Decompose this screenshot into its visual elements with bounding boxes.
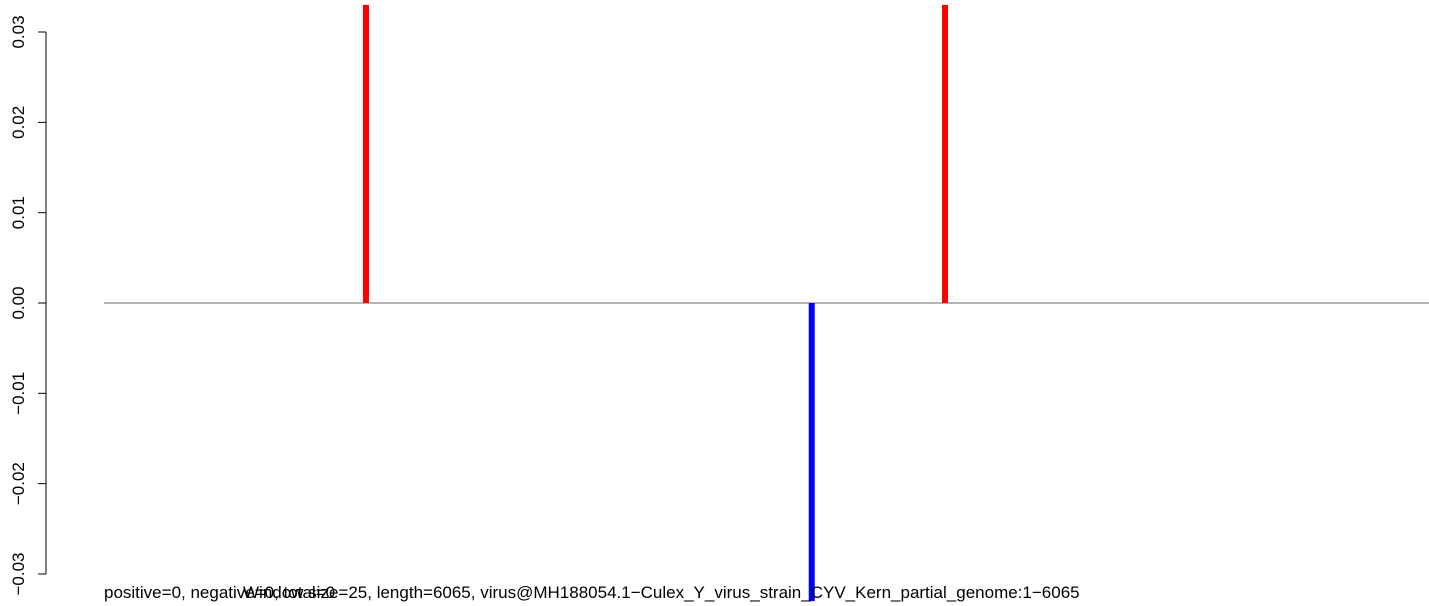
y-tick-label: −0.01 xyxy=(9,372,28,415)
y-tick-label: 0.01 xyxy=(9,196,28,229)
positive-bar xyxy=(942,4,949,304)
y-tick-label: −0.03 xyxy=(9,552,28,595)
y-axis: −0.03 −0.02 −0.01 0.00 0.01 0.02 0.03 xyxy=(9,15,47,596)
bar-marks xyxy=(362,4,949,602)
window-annotation: Window size=25, length=6065, virus@MH188… xyxy=(243,583,1080,602)
summary-annotation: positive=0, negative=0, total=0 xyxy=(104,583,335,602)
y-tick-label: 0.02 xyxy=(9,106,28,139)
positive-bar xyxy=(362,4,369,304)
y-tick-label: 0.03 xyxy=(9,15,28,48)
y-tick-label: 0.00 xyxy=(9,286,28,319)
negative-bar xyxy=(808,303,815,602)
y-tick-label: −0.02 xyxy=(9,462,28,505)
